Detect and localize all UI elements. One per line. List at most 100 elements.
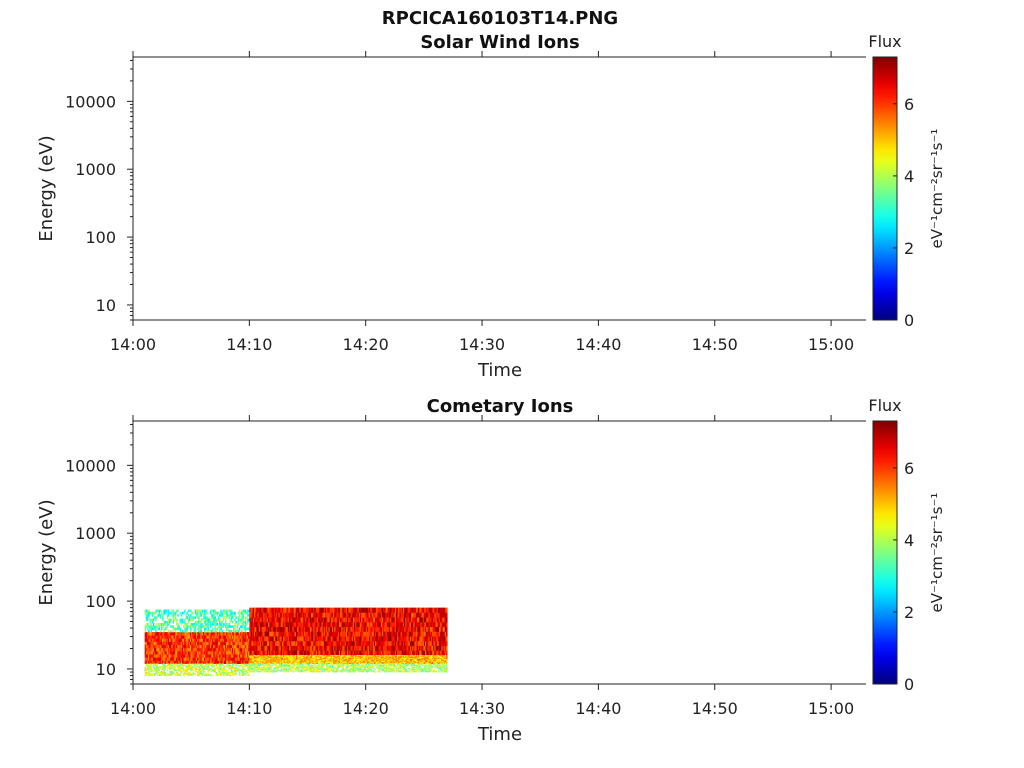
heatmap-cell [294, 636, 297, 642]
heatmap-cell [199, 654, 201, 658]
heatmap-cell [264, 661, 267, 663]
heatmap-cell [315, 661, 318, 664]
heatmap-cell [414, 621, 417, 628]
heatmap-cell [235, 644, 237, 649]
heatmap-cell [238, 660, 241, 664]
heatmap-cell [321, 621, 324, 628]
heatmap-cell [274, 617, 277, 623]
heatmap-cell [212, 663, 214, 666]
heatmap-cell [319, 636, 321, 642]
heatmap-cell [260, 661, 263, 664]
heatmap-cell [166, 635, 169, 639]
heatmap-cell [187, 674, 190, 676]
heatmap-cell [311, 660, 313, 662]
heatmap-cell [392, 656, 395, 659]
heatmap-cell [297, 657, 299, 659]
heatmap-cell [364, 617, 367, 623]
heatmap-cell [378, 650, 381, 656]
heatmap-cell [145, 641, 148, 646]
heatmap-cell [342, 626, 344, 632]
heatmap-cell [165, 632, 168, 636]
heatmap-cell [201, 657, 204, 661]
heatmap-cell [264, 660, 267, 662]
heatmap-cell [423, 626, 426, 632]
heatmap-cell [262, 617, 264, 623]
heatmap-cell [167, 667, 170, 669]
heatmap-cell [160, 670, 163, 673]
heatmap-cell [158, 609, 161, 613]
heatmap-cell [380, 655, 383, 657]
heatmap-cell [188, 664, 191, 667]
heatmap-cell [270, 636, 272, 642]
heatmap-cell [266, 636, 269, 642]
heatmap-cell [351, 650, 354, 656]
heatmap-cell [284, 655, 286, 658]
heatmap-cell [398, 655, 400, 658]
heatmap-cell [371, 645, 374, 651]
heatmap-cell [295, 650, 298, 656]
heatmap-cell [383, 661, 385, 664]
heatmap-cell [250, 661, 253, 663]
heatmap-cell [423, 636, 426, 642]
heatmap-cell [249, 658, 251, 660]
heatmap-cell [370, 645, 372, 651]
heatmap-cell [281, 658, 284, 660]
heatmap-cell [169, 668, 171, 670]
heatmap-cell [188, 671, 191, 674]
heatmap-cell [301, 612, 304, 618]
heatmap-cell [280, 607, 283, 613]
heatmap-cell [238, 670, 241, 673]
heatmap-cell [241, 632, 243, 636]
heatmap-cell [176, 644, 178, 649]
heatmap-cell [416, 640, 419, 646]
heatmap-cell [340, 626, 342, 632]
heatmap-cell [285, 658, 287, 660]
heatmap-cell [376, 640, 378, 646]
heatmap-cell [343, 650, 346, 656]
heatmap-cell [398, 661, 400, 663]
heatmap-cell [290, 659, 292, 661]
heatmap-cell [241, 654, 243, 658]
heatmap-cell [329, 661, 332, 664]
heatmap-cell [235, 664, 237, 667]
heatmap-cell [220, 650, 222, 655]
heatmap-cell [233, 625, 235, 628]
heatmap-cell [323, 660, 326, 662]
heatmap-cell [276, 640, 278, 646]
heatmap-cell [295, 662, 298, 664]
heatmap-cell [153, 654, 156, 658]
heatmap-cell [322, 656, 325, 659]
heatmap-cell [180, 614, 183, 617]
heatmap-cell [443, 636, 446, 642]
heatmap-cell [254, 621, 256, 628]
heatmap-cell [236, 654, 239, 658]
heatmap-cell [400, 617, 403, 623]
heatmap-cell [304, 655, 306, 657]
heatmap-cell [216, 674, 219, 676]
heatmap-cell [162, 647, 164, 652]
heatmap-cell [248, 647, 250, 652]
heatmap-cell [321, 661, 324, 664]
heatmap-cell [146, 644, 149, 649]
heatmap-cell [151, 625, 154, 628]
heatmap-cell [430, 612, 433, 618]
heatmap-cell [183, 638, 185, 642]
heatmap-cell [279, 631, 282, 637]
heatmap-cell [155, 671, 157, 674]
heatmap-cell [398, 612, 400, 618]
heatmap-cell [319, 656, 321, 659]
heatmap-cell [327, 657, 329, 659]
heatmap-cell [337, 659, 340, 661]
heatmap-cell [418, 645, 420, 651]
heatmap-cell [316, 612, 319, 618]
heatmap-cell [385, 661, 388, 664]
heatmap-cell [203, 667, 206, 669]
heatmap-cell [399, 662, 401, 664]
heatmap-cell [227, 627, 229, 631]
heatmap-cell [233, 660, 235, 664]
heatmap-cell [259, 626, 262, 632]
heatmap-cell [304, 655, 306, 658]
heatmap-cell [443, 612, 446, 618]
heatmap-cell [176, 657, 178, 661]
heatmap-cell [300, 626, 303, 632]
